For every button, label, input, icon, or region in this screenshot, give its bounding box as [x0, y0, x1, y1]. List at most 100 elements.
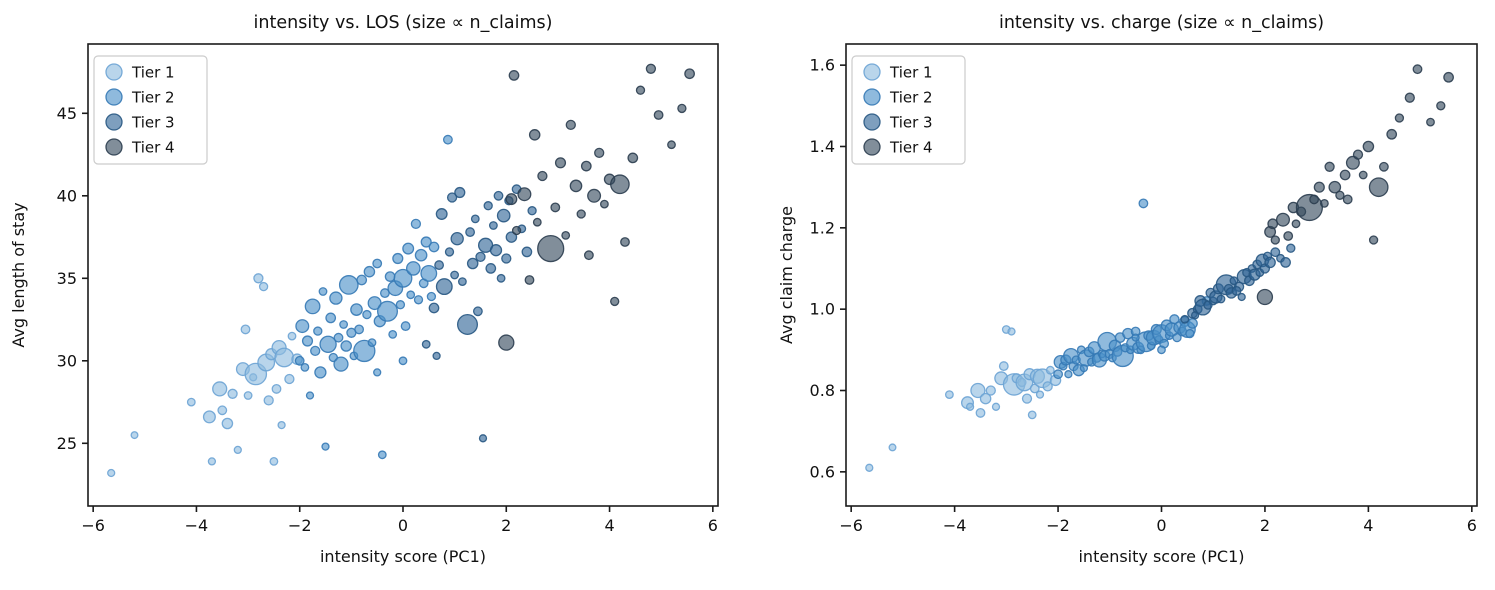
scatter-point-tier4 — [1436, 101, 1446, 111]
scatter-point-tier4 — [524, 275, 535, 285]
scatter-point-tier3 — [457, 277, 467, 287]
x-tick-label: 4 — [1363, 516, 1373, 535]
scatter-point-tier2 — [314, 366, 327, 379]
x-axis-label: intensity score (PC1) — [320, 547, 486, 566]
scatter-point-tier4 — [537, 170, 548, 182]
scatter-point-tier4 — [653, 110, 664, 120]
scatter-point-tier4 — [550, 202, 561, 213]
scatter-point-tier4 — [561, 230, 571, 240]
scatter-point-tier4 — [583, 250, 594, 261]
scatter-point-tier3 — [1270, 247, 1281, 258]
scatter-point-tier3 — [470, 214, 480, 224]
scatter-point-tier3 — [483, 201, 493, 211]
scatter-point-tier1 — [207, 457, 217, 466]
scatter-point-tier3 — [1229, 276, 1239, 286]
scatter-point-tier4 — [569, 179, 583, 193]
scatter-point-tier2 — [318, 287, 328, 296]
scatter-point-tier2 — [300, 362, 310, 372]
scatter-point-tier4 — [1426, 117, 1435, 127]
scatter-point-tier3 — [478, 434, 488, 443]
scatter-point-tier3 — [496, 208, 511, 223]
scatter-point-tier1 — [1045, 365, 1055, 375]
scatter-point-tier2 — [339, 320, 349, 329]
scatter-point-tier1 — [274, 347, 295, 368]
scatter-point-tier4 — [1368, 235, 1379, 245]
scatter-point-tier4 — [554, 157, 567, 169]
scatter-point-tier4 — [1443, 71, 1454, 83]
scatter-point-tier2 — [338, 275, 359, 295]
scatter-point-tier2 — [384, 271, 396, 282]
scatter-point-tier3 — [446, 192, 458, 203]
legend-label-tier3: Tier 3 — [131, 114, 175, 132]
scatter-point-tier3 — [1264, 256, 1276, 269]
scatter-point-tier3 — [472, 306, 483, 317]
scatter-point-tier4 — [667, 140, 676, 150]
scatter-point-tier1 — [233, 445, 242, 455]
scatter-point-tier1 — [888, 443, 897, 452]
scatter-point-tier1 — [271, 383, 282, 394]
scatter-point-tier2 — [333, 332, 344, 343]
panel-title: intensity vs. LOS (size ∝ n_claims) — [254, 13, 553, 33]
scatter-point-tier1 — [277, 420, 286, 430]
y-tick-label: 1.6 — [810, 56, 835, 75]
scatter-point-tier4 — [1342, 194, 1353, 205]
scatter-point-tier1 — [1042, 381, 1053, 392]
scatter-point-tier2 — [406, 290, 416, 300]
scatter-point-tier4 — [1270, 235, 1280, 245]
scatter-point-tier2 — [1064, 370, 1073, 379]
scatter-point-tier3 — [434, 260, 445, 271]
scatter-point-tier2 — [410, 218, 422, 230]
scatter-point-tier2 — [329, 291, 343, 305]
scatter-point-tier4 — [635, 85, 646, 95]
scatter-point-tier2 — [1172, 332, 1182, 343]
scatter-point-tier4 — [1283, 231, 1294, 241]
scatter-point-tier4 — [580, 160, 592, 172]
legend-label-tier2: Tier 2 — [889, 89, 933, 107]
panel-title: intensity vs. charge (size ∝ n_claims) — [999, 13, 1324, 33]
legend-label-tier1: Tier 1 — [889, 64, 933, 82]
scatter-point-tier2 — [392, 252, 404, 265]
y-tick-label: 25 — [57, 434, 77, 453]
scatter-point-tier4 — [1328, 180, 1342, 194]
x-tick-label: 0 — [398, 516, 408, 535]
scatter-point-tier2 — [1187, 318, 1198, 329]
scatter-point-tier2 — [377, 450, 387, 460]
scatter-point-tier4 — [1291, 219, 1301, 229]
legend-label-tier4: Tier 4 — [889, 139, 933, 157]
x-tick-label: 4 — [604, 516, 614, 535]
scatter-point-tier2 — [362, 309, 372, 320]
legend-marker-tier3 — [863, 113, 881, 131]
scatter-point-tier3 — [432, 351, 441, 361]
scatter-point-tier2 — [310, 345, 321, 357]
x-tick-label: 2 — [501, 516, 511, 535]
legend-label-tier4: Tier 4 — [131, 139, 175, 157]
x-axis-label: intensity score (PC1) — [1078, 547, 1244, 566]
scatter-point-tier4 — [1339, 169, 1351, 181]
scatter-point-tier3 — [496, 273, 506, 283]
scatter-point-tier3 — [444, 247, 455, 257]
y-tick-label: 30 — [57, 351, 77, 370]
scatter-point-tier1 — [130, 431, 139, 440]
y-axis-label: Avg length of stay — [9, 202, 28, 347]
x-tick-label: −6 — [839, 516, 863, 535]
scatter-point-tier2 — [356, 274, 368, 286]
scatter-point-tier2 — [405, 261, 421, 276]
scatter-point-tier2 — [304, 298, 321, 315]
scatter-point-tier3 — [501, 253, 512, 264]
y-axis-label: Avg claim charge — [777, 206, 796, 344]
scatter-point-tier4 — [1267, 218, 1279, 230]
scatter-point-tier3 — [1280, 257, 1291, 268]
scatter-point-tier2 — [1138, 198, 1149, 209]
scatter-point-tier2 — [350, 303, 363, 316]
scatter-point-tier1 — [284, 373, 295, 385]
scatter-point-tier3 — [475, 251, 486, 263]
scatter-point-tier2 — [367, 338, 377, 348]
scatter-point-tier1 — [1007, 327, 1016, 336]
x-tick-label: −2 — [288, 516, 312, 535]
scatter-point-tier2 — [372, 258, 383, 269]
scatter-point-tier2 — [428, 241, 440, 253]
scatter-point-tier1 — [287, 331, 297, 341]
scatter-point-tier4 — [1256, 288, 1274, 306]
scatter-point-tier1 — [1035, 390, 1045, 399]
